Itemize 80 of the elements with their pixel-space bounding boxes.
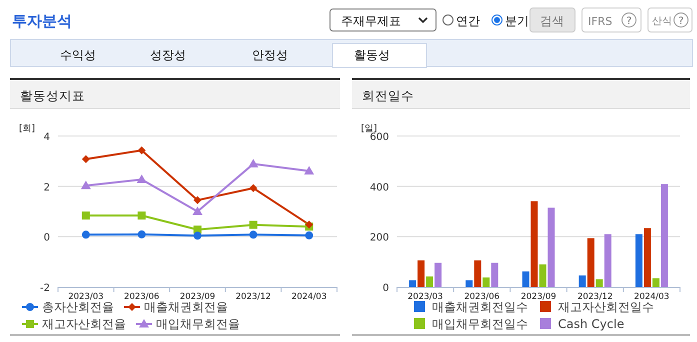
y-tick-label: 600 <box>370 132 389 143</box>
text: ? <box>678 16 684 27</box>
text: 연간 <box>456 14 480 28</box>
text: 성장성 <box>150 48 186 62</box>
legend-label: 총자산회전율 <box>42 300 114 314</box>
bar <box>530 201 538 287</box>
text: 안정성 <box>252 48 288 62</box>
x-tick-label: 2023/06 <box>124 292 160 302</box>
legend-label: 매출채권회전일수 <box>432 300 528 314</box>
bar <box>604 234 612 287</box>
x-tick-label: 2023/03 <box>68 292 104 302</box>
x-tick-label: 2023/12 <box>236 292 271 302</box>
y-axis-title: [회] <box>19 124 36 134</box>
text: 산식 <box>652 16 672 27</box>
point <box>82 212 90 220</box>
bar <box>644 228 651 287</box>
bar <box>466 280 473 287</box>
text: 분기 <box>505 14 529 28</box>
bar <box>596 279 603 287</box>
bar <box>660 184 668 287</box>
x-tick-label: 2023/03 <box>408 292 443 302</box>
bar <box>635 234 642 287</box>
text: 검색 <box>540 14 564 28</box>
text: 주재무제표 <box>341 14 401 28</box>
chart-title: 회전일수 <box>362 88 414 103</box>
point <box>249 184 258 192</box>
point <box>192 206 202 215</box>
point <box>304 166 314 174</box>
text: 수익성 <box>60 48 96 62</box>
y-tick-label: 4 <box>44 132 50 143</box>
y-axis-title: [일] <box>361 124 378 134</box>
point <box>80 180 91 190</box>
point <box>82 155 90 164</box>
point <box>138 212 146 220</box>
point <box>138 230 146 238</box>
point <box>305 231 314 240</box>
bar <box>548 208 555 287</box>
x-tick-label: 2023/09 <box>180 292 216 302</box>
point <box>248 158 258 168</box>
bar <box>426 276 434 287</box>
point <box>82 230 90 239</box>
bar <box>522 271 530 287</box>
point <box>194 232 202 240</box>
legend-label: Cash Cycle <box>558 317 624 331</box>
x-tick-label: 2023/06 <box>464 292 500 302</box>
bar <box>409 280 416 287</box>
point <box>136 174 147 184</box>
chart-title: 활동성지표 <box>20 88 85 103</box>
bar <box>652 278 660 287</box>
bar <box>539 264 546 287</box>
text: IFRS <box>588 15 612 28</box>
point <box>249 220 258 229</box>
text: 활동성 <box>354 48 390 62</box>
y-tick-label: 0 <box>382 283 389 294</box>
bar <box>474 260 482 287</box>
text: ? <box>626 16 632 27</box>
x-tick-label: 2023/09 <box>520 292 556 302</box>
y-tick-label: 0 <box>44 232 50 244</box>
legend-label: 재고자산회전율 <box>42 317 126 331</box>
point <box>249 230 258 239</box>
y-tick-label: 400 <box>370 182 389 194</box>
text: 투자분석 <box>12 12 72 30</box>
bar <box>418 260 425 287</box>
x-tick-label: 2023/12 <box>577 292 613 302</box>
y-tick-label: 200 <box>370 232 389 244</box>
legend-label: 재고자산회전일수 <box>558 300 654 314</box>
legend-label: 매입채무회전일수 <box>432 317 528 331</box>
point <box>194 196 202 204</box>
legend-label: 매입채무회전율 <box>156 317 240 331</box>
bar <box>578 275 586 287</box>
bar <box>491 262 498 287</box>
bar <box>482 277 490 287</box>
bar <box>434 262 442 287</box>
bar <box>587 238 594 287</box>
y-tick-label: 2 <box>44 182 50 194</box>
legend-label: 매출채권회전율 <box>144 300 228 314</box>
x-tick-label: 2024/03 <box>634 292 670 302</box>
point <box>138 146 146 154</box>
x-tick-label: 2024/03 <box>291 292 327 302</box>
y-tick-label: -2 <box>40 283 50 294</box>
